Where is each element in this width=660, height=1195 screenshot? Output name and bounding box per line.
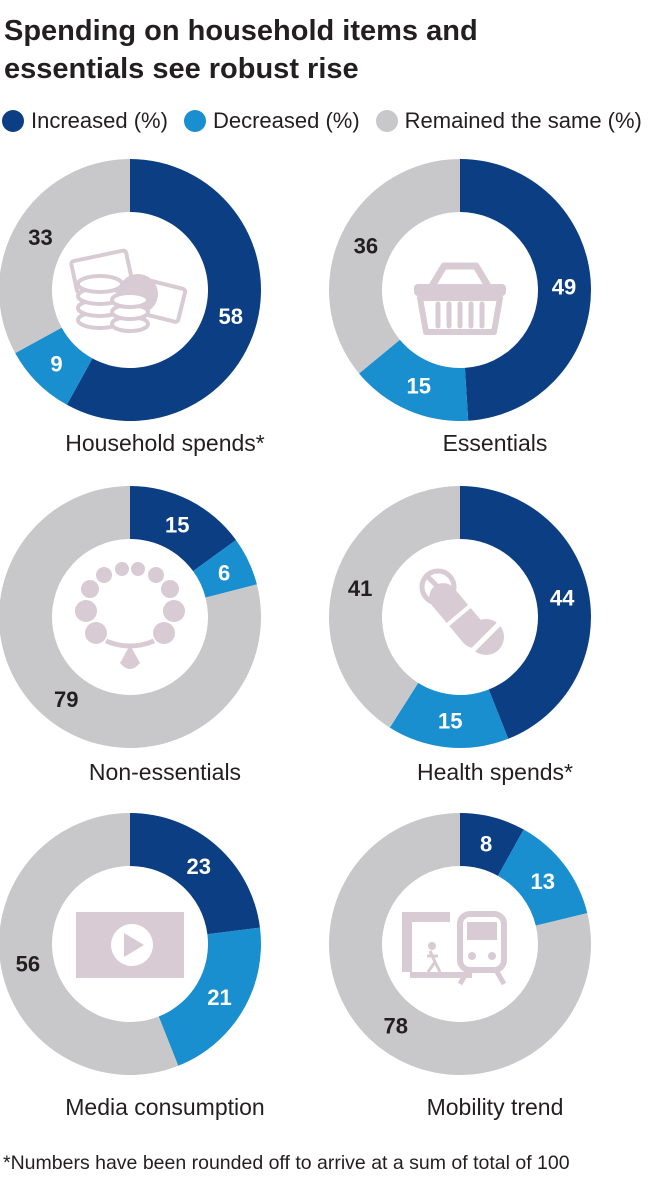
donut-label-essentials: Essentials <box>442 430 548 456</box>
donut-value-health-spends-same: 41 <box>348 576 372 601</box>
footnote: *Numbers have been rounded off to arrive… <box>3 1152 570 1174</box>
donut-panel-mobility-trend: 8 13 78 Mobility trend <box>329 812 660 1132</box>
donut-panel-essentials: 49 15 36 Essentials <box>328 158 660 478</box>
donut-chart-non-essentials: 15 6 79 <box>0 486 261 748</box>
pills-icon <box>419 568 504 655</box>
donut-value-non-essentials-same: 79 <box>54 687 78 712</box>
donut-label-mobility-trend: Mobility trend <box>426 1094 564 1120</box>
legend-label-decreased: Decreased (%) <box>212 108 360 133</box>
legend-item-same: Remained the same (%) <box>375 108 642 134</box>
donut-slice-mobility-trend-decreased <box>497 829 588 926</box>
donut-slice-household-spends-increased <box>66 159 262 421</box>
donut-value-health-spends-increased: 44 <box>550 586 575 611</box>
donut-slice-health-spends-decreased <box>389 682 509 748</box>
donut-slice-health-spends-increased <box>460 486 592 739</box>
donut-value-media-consumption-same: 56 <box>16 951 40 976</box>
donut-value-media-consumption-decreased: 21 <box>207 985 231 1010</box>
donut-label-media-consumption: Media consumption <box>65 1094 265 1120</box>
donut-value-media-consumption-increased: 23 <box>187 854 211 879</box>
shopping-basket-icon <box>414 262 506 335</box>
donut-value-mobility-trend-increased: 8 <box>480 831 492 856</box>
donut-value-mobility-trend-same: 78 <box>383 1014 407 1039</box>
donut-slice-household-spends-same <box>0 159 130 354</box>
donut-label-health-spends: Health spends* <box>417 759 573 785</box>
donut-panel-non-essentials: 15 6 79 Non-essentials <box>0 485 330 805</box>
donut-value-household-spends-same: 33 <box>28 225 52 250</box>
necklace-icon <box>75 562 185 669</box>
donut-slice-household-spends-decreased <box>15 327 93 405</box>
donut-slice-essentials-decreased <box>359 339 469 422</box>
legend-swatch-same <box>375 110 398 132</box>
donut-chart-mobility-trend: 8 13 78 <box>329 813 591 1075</box>
donut-slice-essentials-increased <box>460 159 592 421</box>
donut-value-non-essentials-increased: 15 <box>165 512 189 537</box>
donut-label-non-essentials: Non-essentials <box>88 759 242 785</box>
donut-slice-non-essentials-increased <box>130 486 236 572</box>
donut-slice-health-spends-same <box>328 486 460 728</box>
donut-value-household-spends-increased: 58 <box>218 304 242 329</box>
donut-slice-essentials-same <box>328 159 460 374</box>
donut-value-non-essentials-decreased: 6 <box>218 561 230 586</box>
donut-value-health-spends-decreased: 15 <box>438 709 462 734</box>
donut-slice-mobility-trend-same <box>329 813 591 1075</box>
donut-chart-household-spends: 58 9 33 <box>0 159 262 421</box>
donut-panel-media-consumption: 23 21 56 Media consumption <box>0 812 330 1132</box>
donut-slice-non-essentials-decreased <box>193 540 257 598</box>
money-coins-icon <box>69 248 188 333</box>
legend: Increased (%) Decreased (%) Remained the… <box>2 106 658 136</box>
legend-swatch-decreased <box>183 110 206 132</box>
donut-value-mobility-trend-decreased: 13 <box>531 869 555 894</box>
legend-item-increased: Increased (%) <box>2 108 168 134</box>
donut-slice-mobility-trend-increased <box>460 813 524 876</box>
donut-panel-health-spends: 44 15 41 Health spends* <box>328 485 660 805</box>
chart-title-line-2: essentials see robust rise <box>4 53 359 85</box>
donut-slice-non-essentials-same <box>0 486 261 748</box>
donut-panel-household-spends: 58 9 33 Household spends* <box>0 158 330 478</box>
legend-item-decreased: Decreased (%) <box>183 108 360 134</box>
play-screen-icon <box>76 912 184 978</box>
donut-value-essentials-same: 36 <box>354 234 378 259</box>
donut-chart-essentials: 49 15 36 <box>328 159 592 422</box>
donut-slice-media-consumption-increased <box>130 813 260 935</box>
donut-slice-media-consumption-decreased <box>158 927 261 1066</box>
donut-slice-media-consumption-same <box>0 813 179 1075</box>
donut-chart-health-spends: 44 15 41 <box>328 486 592 748</box>
chart-title: Spending on household items and essentia… <box>4 12 654 88</box>
legend-label-same: Remained the same (%) <box>404 108 642 133</box>
donut-label-household-spends: Household spends* <box>65 430 265 456</box>
donut-value-household-spends-decreased: 9 <box>50 352 62 377</box>
legend-label-increased: Increased (%) <box>31 108 168 133</box>
legend-swatch-increased <box>2 110 24 132</box>
donut-value-essentials-decreased: 15 <box>406 373 430 398</box>
chart-title-line-1: Spending on household items and <box>4 15 478 47</box>
donut-chart-media-consumption: 23 21 56 <box>0 813 261 1075</box>
train-station-icon <box>402 911 507 986</box>
donut-value-essentials-increased: 49 <box>552 275 576 300</box>
